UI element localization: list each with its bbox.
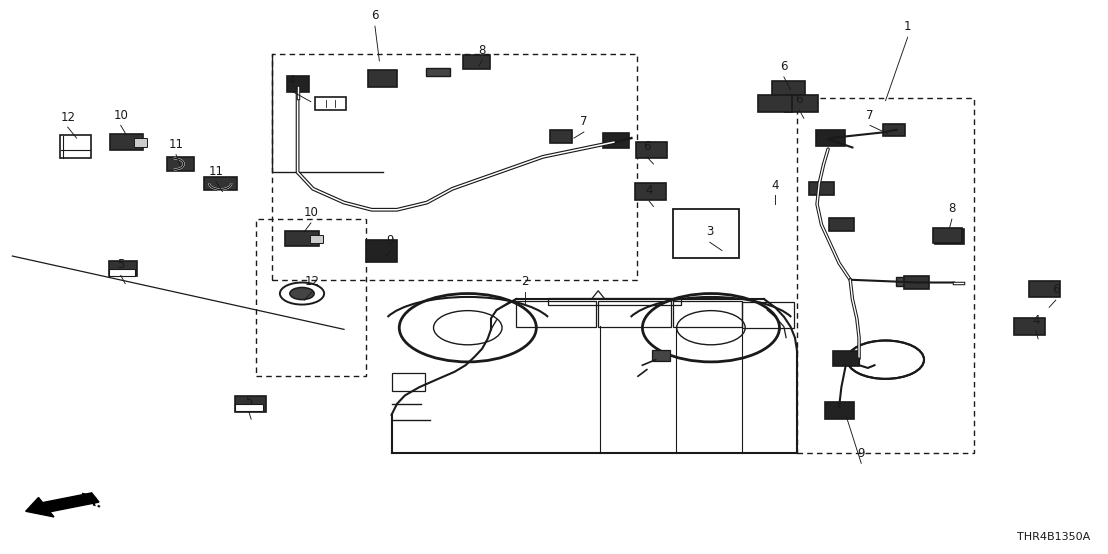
FancyBboxPatch shape — [772, 81, 804, 99]
FancyArrow shape — [25, 493, 99, 517]
Text: 4: 4 — [645, 184, 653, 197]
FancyBboxPatch shape — [883, 124, 905, 136]
Text: 6: 6 — [371, 9, 379, 22]
Bar — [256, 219, 366, 376]
Text: 2: 2 — [522, 275, 529, 288]
FancyBboxPatch shape — [550, 130, 572, 142]
Text: 11: 11 — [168, 138, 184, 151]
Text: 12: 12 — [60, 111, 75, 124]
FancyBboxPatch shape — [110, 134, 143, 150]
Text: FR.: FR. — [76, 492, 104, 512]
Text: 12: 12 — [305, 275, 319, 288]
FancyBboxPatch shape — [829, 218, 853, 231]
FancyBboxPatch shape — [60, 135, 91, 158]
Text: 8: 8 — [948, 202, 955, 216]
FancyBboxPatch shape — [425, 68, 450, 76]
FancyBboxPatch shape — [366, 239, 397, 261]
FancyBboxPatch shape — [895, 277, 920, 286]
Text: 5: 5 — [117, 259, 124, 271]
Text: 6: 6 — [796, 93, 803, 106]
Bar — [797, 98, 974, 453]
FancyBboxPatch shape — [636, 142, 667, 158]
FancyBboxPatch shape — [287, 76, 309, 92]
Text: 4: 4 — [287, 74, 295, 87]
Text: 1: 1 — [904, 20, 912, 33]
FancyBboxPatch shape — [204, 177, 237, 190]
Text: 9: 9 — [858, 447, 865, 460]
FancyBboxPatch shape — [109, 269, 135, 276]
FancyBboxPatch shape — [935, 229, 964, 244]
Text: 8: 8 — [479, 44, 485, 57]
FancyBboxPatch shape — [653, 350, 670, 361]
FancyBboxPatch shape — [109, 261, 137, 276]
Text: 10: 10 — [304, 206, 318, 219]
Text: 4: 4 — [771, 178, 779, 192]
Text: 9: 9 — [387, 234, 394, 247]
Text: 3: 3 — [706, 225, 714, 238]
Text: 6: 6 — [1051, 283, 1059, 296]
FancyBboxPatch shape — [904, 276, 929, 289]
FancyBboxPatch shape — [134, 137, 147, 147]
FancyBboxPatch shape — [286, 230, 319, 246]
FancyBboxPatch shape — [674, 209, 739, 258]
Text: 6: 6 — [643, 140, 650, 153]
FancyBboxPatch shape — [310, 234, 324, 243]
FancyBboxPatch shape — [1029, 281, 1060, 297]
Text: 10: 10 — [113, 109, 129, 121]
Bar — [273, 54, 637, 280]
Text: 11: 11 — [208, 165, 224, 178]
Text: 4: 4 — [1033, 314, 1039, 327]
FancyBboxPatch shape — [463, 55, 490, 69]
FancyBboxPatch shape — [635, 183, 666, 200]
Text: 5: 5 — [245, 395, 253, 408]
Text: 7: 7 — [866, 109, 874, 121]
FancyBboxPatch shape — [809, 182, 833, 196]
FancyBboxPatch shape — [1014, 319, 1045, 335]
Text: 7: 7 — [581, 115, 587, 128]
FancyBboxPatch shape — [815, 130, 844, 146]
FancyBboxPatch shape — [167, 157, 194, 171]
FancyBboxPatch shape — [235, 404, 264, 411]
FancyBboxPatch shape — [824, 402, 853, 419]
FancyBboxPatch shape — [368, 70, 397, 87]
FancyBboxPatch shape — [603, 132, 629, 148]
FancyBboxPatch shape — [784, 95, 818, 112]
FancyBboxPatch shape — [316, 97, 346, 110]
FancyBboxPatch shape — [759, 95, 791, 112]
FancyBboxPatch shape — [933, 228, 962, 243]
FancyBboxPatch shape — [832, 351, 859, 366]
Circle shape — [290, 288, 315, 300]
Text: 6: 6 — [780, 60, 788, 73]
FancyBboxPatch shape — [235, 396, 266, 412]
Text: THR4B1350A: THR4B1350A — [1017, 532, 1090, 542]
